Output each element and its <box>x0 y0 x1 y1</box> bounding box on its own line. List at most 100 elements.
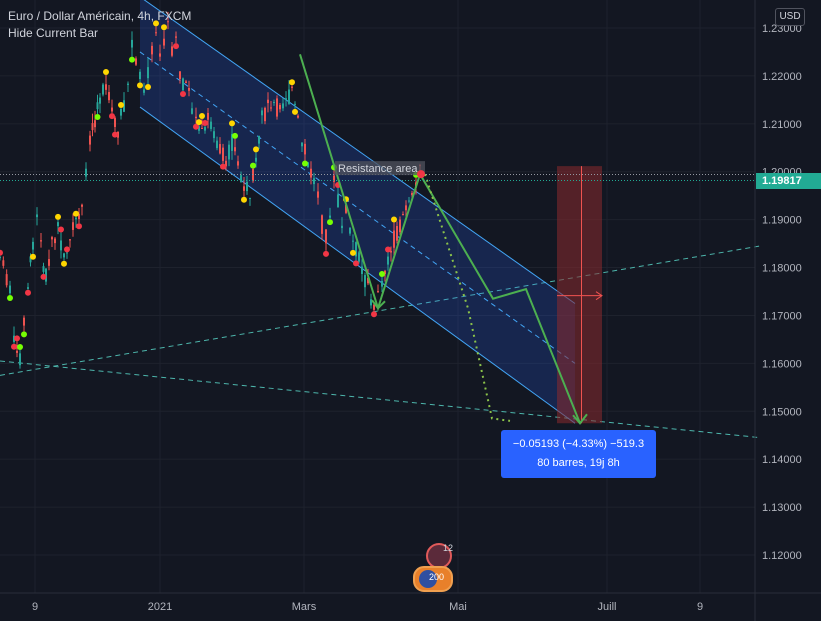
candle-body <box>91 123 94 131</box>
candle-body <box>42 266 45 272</box>
candle-body <box>114 117 116 127</box>
signal-dot <box>385 246 391 253</box>
candle-body <box>393 230 395 248</box>
short-zone-rect <box>557 166 602 424</box>
measure-duration: 80 barres, 19j 8h <box>537 457 620 469</box>
candle-body <box>237 161 239 166</box>
candle-body <box>313 178 315 185</box>
signal-dot <box>11 343 17 350</box>
chart-grid <box>0 0 755 593</box>
candle-body <box>384 270 386 275</box>
candle-body <box>216 140 218 149</box>
trendline-up <box>0 245 761 376</box>
candle-body <box>355 242 357 257</box>
signal-dot <box>64 246 70 253</box>
signal-dot <box>153 20 159 27</box>
candle-body <box>279 104 281 110</box>
current-price-tag: 1.19817 <box>756 173 821 189</box>
candle-body <box>135 58 137 65</box>
candle-body <box>373 304 375 310</box>
candle-body <box>105 84 107 90</box>
event-badge-earnings[interactable]: 12 <box>426 543 454 569</box>
currency-button[interactable]: USD <box>775 8 805 26</box>
y-tick-label: 1.19000 <box>762 215 802 227</box>
candle-body <box>261 110 263 116</box>
y-tick-label: 1.13000 <box>762 502 802 514</box>
candle-body <box>337 194 339 208</box>
candle-body <box>89 135 91 145</box>
candle-body <box>264 107 266 122</box>
signal-dot <box>173 43 179 50</box>
candle-body <box>329 215 331 218</box>
candle-body <box>85 168 87 177</box>
resistance-label: Resistance area <box>338 163 418 175</box>
signal-dot <box>241 196 247 203</box>
signal-dot <box>137 82 143 89</box>
channel-mid <box>139 51 576 364</box>
candle-body <box>297 115 299 118</box>
signal-dot <box>302 160 308 167</box>
signal-dot <box>7 294 13 301</box>
candle-body <box>207 112 209 120</box>
short-zone-arrow <box>595 291 603 301</box>
candle-body <box>0 256 1 259</box>
signal-dot <box>289 79 295 86</box>
projection-path <box>299 54 588 425</box>
candle-body <box>321 215 323 234</box>
candle-body <box>249 197 251 199</box>
y-tick-label: 1.22000 <box>762 71 802 83</box>
candle-body <box>267 99 269 104</box>
signal-dot <box>353 260 359 267</box>
candle-body <box>57 222 59 227</box>
candle-body <box>282 103 284 109</box>
candle-body <box>32 241 34 250</box>
signal-dot <box>109 113 115 120</box>
candle-body <box>63 253 65 258</box>
candle-body <box>367 277 369 284</box>
event-count-2: 200 <box>429 572 445 582</box>
signal-dot <box>21 331 27 338</box>
candle-body <box>155 32 157 34</box>
y-tick-label: 1.23000 <box>762 23 802 35</box>
candle-body <box>13 335 15 342</box>
candle-body <box>175 36 177 38</box>
signal-dot <box>180 91 186 98</box>
candle-body <box>246 181 248 192</box>
candle-body <box>349 227 351 234</box>
candle-body <box>19 353 21 366</box>
candle-body <box>228 144 230 160</box>
x-tick-label: 2021 <box>148 601 172 613</box>
signal-dot <box>220 163 226 170</box>
candle-body <box>381 280 383 287</box>
candle-body <box>270 107 272 109</box>
event-count-1: 12 <box>443 543 454 553</box>
signal-dot <box>193 123 199 130</box>
x-tick-label: Mai <box>449 601 467 613</box>
annotations: Resistance area <box>0 161 755 181</box>
candle-body <box>96 102 99 110</box>
eu-flag-icon <box>419 570 437 588</box>
regression-channel <box>139 0 576 424</box>
candle-body <box>333 175 335 182</box>
candle-body <box>182 78 184 91</box>
candle-body <box>127 83 129 85</box>
event-badge-dividends[interactable]: 200 <box>413 566 453 592</box>
candle-body <box>405 205 407 211</box>
candle-body <box>222 147 224 161</box>
signal-dot <box>73 210 79 217</box>
signal-dot <box>196 119 202 126</box>
signal-dot <box>25 289 31 296</box>
candle-body <box>102 84 104 95</box>
trendline-down <box>0 360 761 439</box>
indicator-label[interactable]: Hide Current Bar <box>8 26 99 40</box>
candle-body <box>72 222 74 230</box>
signal-dot <box>327 219 333 226</box>
candle-body <box>45 268 47 282</box>
candle-body <box>408 200 410 202</box>
signal-dot <box>161 24 167 31</box>
candle-body <box>240 175 242 182</box>
signal-dot <box>30 253 36 260</box>
candle-body <box>123 100 125 112</box>
resistance-label-bg <box>335 161 425 176</box>
